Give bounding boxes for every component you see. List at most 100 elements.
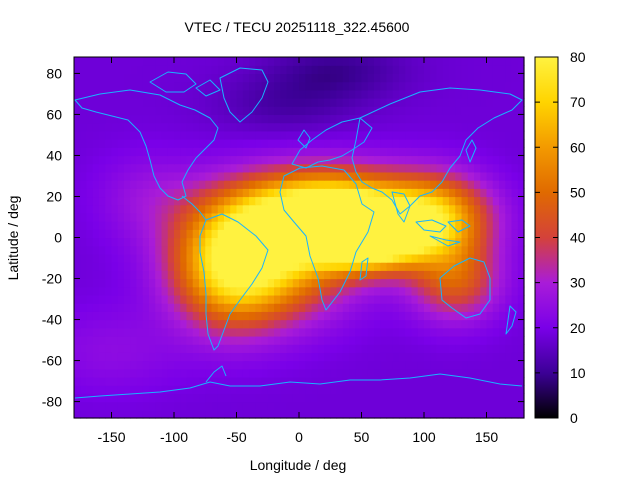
heatmap-cell — [155, 57, 163, 66]
heatmap-cell — [230, 180, 238, 189]
heatmap-cell — [236, 245, 244, 255]
heatmap-cell — [436, 122, 444, 132]
heatmap-cell — [274, 368, 281, 378]
heatmap-cell — [336, 311, 344, 321]
heatmap-cell — [517, 147, 525, 157]
heatmap-cell — [217, 212, 225, 222]
heatmap-cell — [474, 130, 481, 140]
heatmap-cell — [317, 147, 325, 157]
heatmap-cell — [492, 376, 500, 386]
heatmap-cell — [467, 73, 475, 83]
heatmap-cell — [461, 57, 469, 66]
heatmap-cell — [374, 376, 381, 386]
heatmap-cell — [124, 65, 131, 74]
heatmap-cell — [86, 130, 94, 140]
heatmap-cell — [124, 188, 131, 198]
heatmap-cell — [486, 401, 494, 411]
heatmap-cell — [355, 368, 363, 378]
heatmap-cell — [261, 130, 269, 140]
heatmap-cell — [280, 262, 288, 271]
heatmap-cell — [149, 253, 156, 263]
heatmap-cell — [74, 73, 81, 83]
heatmap-cell — [505, 237, 513, 247]
heatmap-cell — [111, 253, 119, 263]
heatmap-cell — [392, 73, 400, 83]
heatmap-cell — [136, 335, 144, 345]
heatmap-cell — [286, 409, 294, 419]
heatmap-cell — [467, 139, 475, 148]
heatmap-cell — [411, 319, 419, 329]
heatmap-cell — [374, 204, 381, 214]
y-tick-label: -60 — [42, 353, 62, 369]
heatmap-cell — [199, 401, 206, 411]
heatmap-cell — [149, 335, 156, 345]
heatmap-cell — [74, 221, 81, 230]
heatmap-cell — [161, 237, 169, 247]
heatmap-cell — [130, 122, 138, 132]
heatmap-cell — [130, 163, 138, 173]
heatmap-cell — [386, 122, 394, 132]
heatmap-cell — [336, 98, 344, 107]
heatmap-cell — [292, 155, 300, 165]
heatmap-cell — [249, 409, 256, 419]
heatmap-cell — [380, 237, 388, 247]
heatmap-cell — [405, 385, 413, 394]
heatmap-cell — [274, 196, 281, 206]
heatmap-cell — [467, 344, 475, 353]
heatmap-cell — [224, 393, 231, 403]
heatmap-cell — [399, 327, 406, 337]
heatmap-cell — [442, 352, 450, 362]
heatmap-cell — [380, 368, 388, 378]
heatmap-cell — [399, 163, 406, 173]
heatmap-cell — [517, 98, 525, 107]
heatmap-cell — [86, 278, 94, 288]
heatmap-cell — [486, 204, 494, 214]
heatmap-cell — [342, 344, 350, 353]
heatmap-cell — [286, 245, 294, 255]
heatmap-cell — [492, 122, 500, 132]
heatmap-cell — [74, 335, 81, 345]
heatmap-cell — [442, 163, 450, 173]
heatmap-cell — [186, 163, 194, 173]
heatmap-cell — [455, 253, 463, 263]
heatmap-cell — [124, 278, 131, 288]
heatmap-cell — [86, 262, 94, 271]
heatmap-cell — [199, 311, 206, 321]
heatmap-cell — [399, 171, 406, 181]
heatmap-cell — [86, 114, 94, 124]
heatmap-cell — [205, 180, 213, 189]
heatmap-cell — [274, 352, 281, 362]
heatmap-cell — [186, 122, 194, 132]
heatmap-cell — [167, 278, 175, 288]
heatmap-cell — [74, 106, 81, 116]
heatmap-cell — [486, 89, 494, 99]
heatmap-cell — [361, 221, 369, 230]
heatmap-cell — [280, 270, 288, 280]
heatmap-cell — [374, 262, 381, 271]
heatmap-cell — [492, 303, 500, 312]
heatmap-cell — [224, 319, 231, 329]
heatmap-cell — [80, 294, 88, 304]
heatmap-cell — [305, 335, 313, 345]
heatmap-cell — [136, 303, 144, 312]
heatmap-cell — [386, 303, 394, 312]
heatmap-cell — [517, 171, 525, 181]
heatmap-cell — [330, 262, 338, 271]
heatmap-cell — [442, 311, 450, 321]
heatmap-cell — [480, 303, 488, 312]
heatmap-cell — [386, 196, 394, 206]
heatmap-cell — [449, 221, 456, 230]
heatmap-cell — [224, 245, 231, 255]
heatmap-cell — [124, 229, 131, 239]
heatmap-cell — [361, 155, 369, 165]
heatmap-cell — [224, 335, 231, 345]
heatmap-cell — [374, 139, 381, 148]
heatmap-cell — [105, 253, 113, 263]
heatmap-cell — [130, 130, 138, 140]
heatmap-cell — [111, 376, 119, 386]
heatmap-cell — [330, 401, 338, 411]
heatmap-cell — [124, 327, 131, 337]
heatmap-cell — [224, 311, 231, 321]
heatmap-cell — [499, 245, 506, 255]
heatmap-cell — [211, 303, 219, 312]
